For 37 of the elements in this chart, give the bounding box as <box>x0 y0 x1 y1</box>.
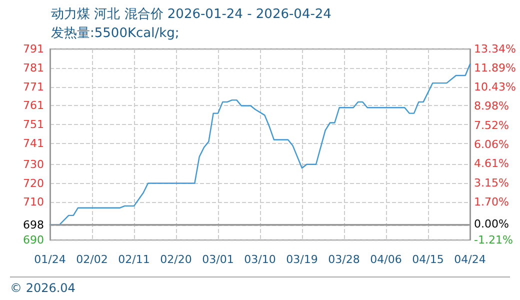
y2-tick-label: 4.61% <box>474 157 509 170</box>
y-tick-label: 741 <box>23 137 44 150</box>
line-series <box>49 64 471 226</box>
y2-tick-label: 8.98% <box>474 100 509 113</box>
x-tick-label: 04/15 <box>412 253 444 266</box>
y-tick-label: 720 <box>23 176 44 190</box>
x-tick-label: 02/20 <box>160 253 192 266</box>
x-tick-label: 03/19 <box>286 253 318 266</box>
x-tick-label: 02/11 <box>118 253 150 266</box>
chart-title: 动力煤 河北 混合价 2026-01-24 - 2026-04-24 <box>51 7 332 22</box>
y2-tick-label: 10.43% <box>474 80 516 94</box>
y2-tick-label: 7.52% <box>474 118 509 132</box>
y-tick-label: 771 <box>23 80 44 94</box>
y2-tick-label: 13.34% <box>474 42 516 56</box>
y2-tick-label: 11.89% <box>474 62 516 75</box>
y-tick-label: 791 <box>23 42 44 56</box>
x-tick-label: 04/06 <box>370 253 402 266</box>
y-tick-label: 781 <box>23 61 44 74</box>
text: © 2026.04 <box>10 281 76 295</box>
x-tick-label: 03/10 <box>244 253 276 266</box>
x-tick-label: 01/24 <box>34 253 66 266</box>
y-tick-label: 690 <box>23 234 44 246</box>
chart-subtitle: 发热量:5500Kcal/kg; <box>51 26 180 41</box>
y-tick-label: 698 <box>23 218 44 232</box>
y-tick-label: 730 <box>23 158 44 171</box>
y2-tick-label: 1.70% <box>474 195 509 208</box>
y2-tick-label: 6.06% <box>474 138 509 152</box>
x-tick-label: 04/24 <box>454 253 486 266</box>
y2-tick-label: 3.15% <box>474 176 509 190</box>
x-tick-label: 03/01 <box>202 253 234 266</box>
y-tick-label: 710 <box>23 196 44 209</box>
x-tick-label: 02/02 <box>76 253 108 266</box>
x-tick-label: 03/28 <box>328 253 360 266</box>
y2-tick-label: -1.21% <box>474 234 513 246</box>
y-tick-label: 751 <box>23 118 44 132</box>
y2-tick-label: 0.00% <box>474 218 509 231</box>
y-tick-label: 761 <box>23 99 44 112</box>
